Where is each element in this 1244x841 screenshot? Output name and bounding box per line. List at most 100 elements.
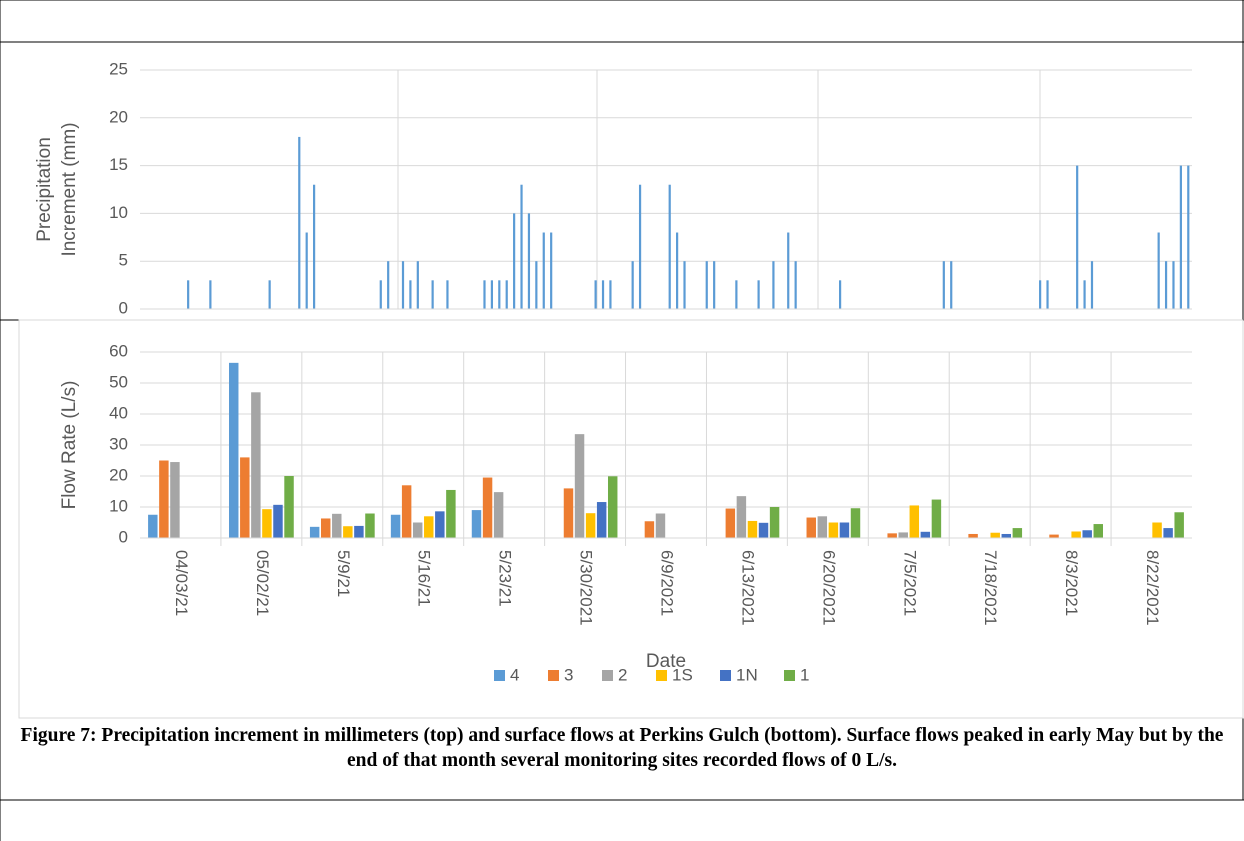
y-tick-label: 15 bbox=[109, 155, 128, 174]
legend-label: 1 bbox=[800, 665, 809, 684]
bar bbox=[838, 280, 842, 309]
x-tick-label: 04/03/21 bbox=[172, 550, 191, 616]
y-tick-label: 40 bbox=[109, 403, 128, 422]
bar bbox=[655, 513, 666, 538]
bar bbox=[387, 261, 390, 309]
bar bbox=[839, 522, 850, 538]
bar bbox=[483, 280, 486, 309]
bar bbox=[273, 504, 283, 538]
y-tick-label: 20 bbox=[109, 107, 128, 126]
bar bbox=[1174, 512, 1184, 538]
y-axis-label: Increment (mm) bbox=[59, 122, 80, 256]
bar bbox=[1082, 530, 1092, 538]
bar bbox=[758, 522, 769, 538]
bar bbox=[705, 261, 708, 309]
bar bbox=[607, 476, 618, 538]
bar bbox=[401, 485, 412, 538]
bar bbox=[1163, 528, 1173, 538]
bar bbox=[585, 513, 596, 538]
bar bbox=[409, 280, 412, 309]
bar bbox=[931, 499, 942, 538]
bar bbox=[1187, 165, 1190, 309]
bar bbox=[1071, 531, 1081, 538]
bar bbox=[676, 232, 679, 309]
bar bbox=[401, 261, 405, 309]
x-tick-label: 6/13/2021 bbox=[738, 550, 757, 626]
bar bbox=[898, 532, 908, 538]
bar bbox=[725, 508, 736, 538]
legend-swatch bbox=[494, 670, 505, 681]
bar bbox=[482, 477, 493, 538]
bar bbox=[1076, 165, 1079, 309]
legend-label: 3 bbox=[564, 665, 573, 684]
legend-label: 4 bbox=[510, 665, 519, 684]
x-tick-label: 5/23/21 bbox=[496, 550, 515, 607]
bar bbox=[1046, 280, 1049, 309]
bar bbox=[817, 516, 828, 538]
bar bbox=[379, 280, 382, 309]
bar bbox=[412, 522, 423, 538]
y-axis-label: Precipitation bbox=[34, 137, 55, 242]
bar bbox=[638, 184, 642, 309]
y-tick-label: 5 bbox=[119, 251, 128, 270]
bar bbox=[601, 280, 605, 309]
bar bbox=[424, 516, 434, 538]
chart-border bbox=[18, 319, 1244, 719]
bar bbox=[794, 261, 797, 309]
bar bbox=[942, 261, 945, 309]
bar bbox=[1012, 528, 1023, 538]
bar bbox=[170, 462, 180, 538]
bar bbox=[505, 280, 508, 309]
y-axis-label: Flow Rate (L/s) bbox=[59, 381, 80, 510]
x-tick-label: 5/16/21 bbox=[415, 550, 434, 607]
bar bbox=[828, 522, 839, 538]
y-tick-label: 50 bbox=[109, 372, 128, 391]
x-tick-label: 5/9/21 bbox=[334, 550, 353, 597]
bar bbox=[320, 518, 331, 538]
bar bbox=[535, 261, 538, 309]
bar bbox=[354, 525, 364, 538]
bar bbox=[668, 184, 671, 309]
bar bbox=[574, 434, 585, 538]
bar bbox=[850, 508, 861, 538]
bar bbox=[416, 261, 419, 309]
bar bbox=[747, 520, 758, 538]
bar bbox=[305, 232, 308, 309]
bar bbox=[1049, 534, 1059, 538]
bar bbox=[1090, 261, 1094, 309]
bar bbox=[187, 280, 190, 309]
x-tick-label: 7/18/2021 bbox=[981, 550, 1000, 626]
bar bbox=[920, 531, 931, 538]
x-tick-label: 8/3/2021 bbox=[1062, 550, 1081, 616]
bar bbox=[498, 280, 501, 309]
bar bbox=[757, 280, 760, 309]
bar bbox=[490, 280, 494, 309]
bar bbox=[343, 526, 353, 538]
x-tick-label: 7/5/2021 bbox=[900, 550, 919, 616]
bar bbox=[990, 532, 1000, 538]
y-tick-label: 10 bbox=[109, 496, 128, 515]
bar bbox=[240, 457, 250, 538]
bar bbox=[1164, 261, 1168, 309]
bar bbox=[1083, 280, 1086, 309]
bar bbox=[446, 489, 456, 538]
x-tick-label: 6/20/2021 bbox=[819, 550, 838, 626]
bar bbox=[229, 362, 239, 538]
bar bbox=[446, 280, 449, 309]
y-tick-label: 20 bbox=[109, 465, 128, 484]
bar bbox=[159, 460, 169, 538]
bar bbox=[332, 513, 342, 538]
bar bbox=[609, 280, 612, 309]
bar bbox=[713, 261, 716, 309]
caption: Figure 7: Precipitation increment in mil… bbox=[20, 725, 1224, 771]
bar bbox=[563, 488, 574, 538]
bar bbox=[262, 509, 272, 538]
bar bbox=[284, 476, 294, 538]
bar bbox=[806, 517, 816, 538]
bar bbox=[542, 232, 545, 309]
bar bbox=[309, 526, 320, 538]
bar bbox=[209, 280, 212, 309]
bar bbox=[390, 514, 401, 538]
legend-swatch bbox=[602, 670, 613, 681]
